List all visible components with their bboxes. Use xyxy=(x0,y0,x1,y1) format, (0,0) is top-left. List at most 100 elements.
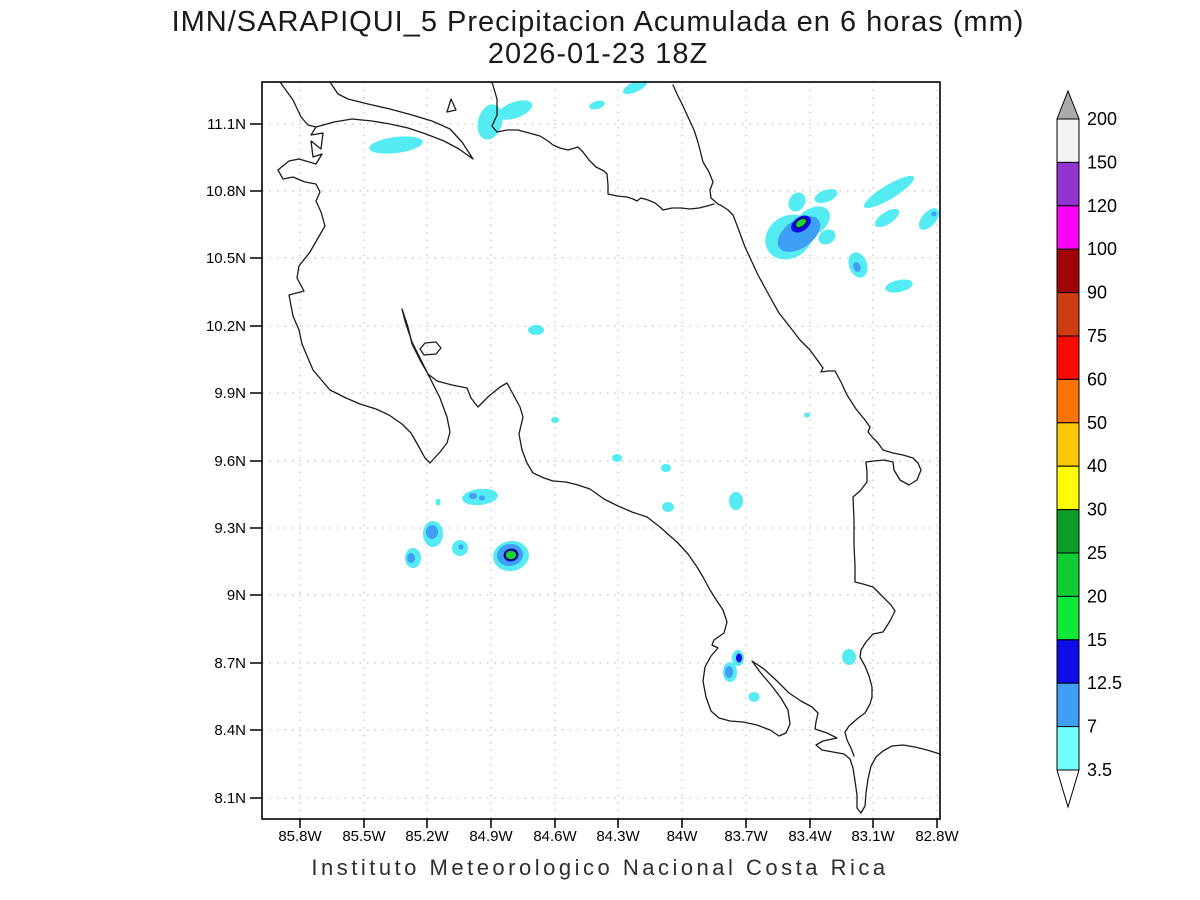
lat-tick-label: 10.5N xyxy=(206,250,246,267)
precip-cell xyxy=(551,417,559,423)
lon-tick-label: 83.7W xyxy=(724,828,768,845)
colorbar-swatch xyxy=(1056,292,1080,337)
colorbar-level-label: 40 xyxy=(1087,456,1107,476)
precip-cell xyxy=(804,412,810,418)
lon-tick-label: 84.9W xyxy=(469,828,513,845)
colorbar-swatch xyxy=(1056,422,1080,467)
coastline-north-caribbean-border xyxy=(491,81,715,211)
precip-cell xyxy=(612,454,622,462)
island-chira xyxy=(419,341,442,356)
coastline-layer xyxy=(277,81,941,814)
precip-cell xyxy=(818,229,836,245)
colorbar-level-label: 12.5 xyxy=(1087,673,1122,693)
lat-tick-label: 9.9N xyxy=(214,385,246,402)
lat-tick-label: 9.6N xyxy=(214,453,246,470)
colorbar-swatch xyxy=(1056,682,1080,728)
lat-tick-label: 11.1N xyxy=(207,116,246,133)
lat-tick-label: 8.1N xyxy=(214,790,246,807)
colorbar-level-label: 120 xyxy=(1087,196,1117,216)
lon-tick-label: 82.8W xyxy=(915,828,959,845)
chart-subtitle-datetime: 2026-01-23 18Z xyxy=(488,38,708,70)
colorbar-swatch xyxy=(1056,161,1080,207)
precip-cell xyxy=(777,216,821,252)
lon-tick-label: 85.8W xyxy=(278,828,322,845)
coastline-lake-nicaragua xyxy=(315,81,474,160)
lat-tick-label: 9.3N xyxy=(214,520,246,537)
colorbar-swatch xyxy=(1056,335,1080,380)
precip-cell xyxy=(842,649,856,665)
lat-tick-label: 9N xyxy=(227,587,246,604)
colorbar-level-label: 7 xyxy=(1087,717,1097,737)
colorbar-level-label: 60 xyxy=(1087,369,1107,389)
colorbar-level-label: 90 xyxy=(1087,283,1107,303)
island-ometepe xyxy=(446,98,457,113)
precip-cell xyxy=(736,653,742,663)
precip-cell xyxy=(931,211,937,217)
lat-tick-label: 10.8N xyxy=(206,183,246,200)
lon-tick-label: 84.6W xyxy=(533,828,577,845)
precip-cell xyxy=(863,175,915,209)
axis-labels: 85.8W 85.5W 85.2W 84.9W 84.6W 84.3W 84W 83.7W 83… xyxy=(206,116,960,845)
precip-cell xyxy=(662,502,674,512)
colorbar-level-label: 30 xyxy=(1087,500,1107,520)
colorbar-level-label: 20 xyxy=(1087,586,1107,606)
colorbar-swatch xyxy=(1056,205,1080,250)
colorbar-level-label: 25 xyxy=(1087,543,1107,563)
lon-tick-label: 84.3W xyxy=(596,828,640,845)
colorbar-swatch xyxy=(1056,118,1080,163)
graticule-grid xyxy=(262,82,940,819)
colorbar-swatch xyxy=(1056,248,1080,294)
colorbar-swatch xyxy=(1056,509,1080,554)
colorbar-level-label: 100 xyxy=(1087,239,1117,259)
precip-cell xyxy=(528,325,544,335)
precip-cell xyxy=(725,666,733,678)
colorbar-level-label: 75 xyxy=(1087,326,1107,346)
lon-tick-label: 83.4W xyxy=(788,828,832,845)
colorbar-swatch xyxy=(1056,726,1080,771)
colorbar-swatch xyxy=(1056,595,1080,641)
axis-ticks xyxy=(250,123,938,828)
precip-cell xyxy=(497,100,533,120)
precip-cell xyxy=(458,544,464,550)
precip-cell xyxy=(407,553,415,563)
precip-cell xyxy=(477,104,503,140)
map-frame xyxy=(261,81,941,820)
precip-cell xyxy=(504,549,518,561)
coastline-pacific xyxy=(277,81,941,814)
precip-cell xyxy=(369,136,423,154)
chart-title: IMN/SARAPIQUI_5 Precipitacion Acumulada … xyxy=(172,6,1025,38)
precip-cell xyxy=(853,262,861,272)
precip-cell xyxy=(885,279,913,293)
precip-cell xyxy=(729,492,743,510)
precip-cell xyxy=(874,208,900,228)
colorbar-level-label: 50 xyxy=(1087,413,1107,433)
precipitation-shading xyxy=(369,82,940,702)
lat-tick-label: 10.2N xyxy=(206,318,246,335)
lon-tick-label: 85.5W xyxy=(342,828,386,845)
precip-cell xyxy=(814,189,838,203)
precip-cell xyxy=(794,217,808,229)
colorbar-level-label: 150 xyxy=(1087,152,1117,172)
colorbar-level-label: 200 xyxy=(1087,109,1117,129)
coastline-caribbean xyxy=(672,84,922,757)
precip-cell xyxy=(623,82,647,95)
precip-cell xyxy=(918,208,940,230)
precip-cell xyxy=(589,100,605,110)
colorbar-legend: 200 150 120 100 90 75 60 50 40 30 25 20 15 12.5 7 3.5 xyxy=(1056,89,1122,809)
colorbar-level-label: 3.5 xyxy=(1087,760,1112,780)
precip-cell xyxy=(661,464,671,472)
colorbar-level-label: 15 xyxy=(1087,630,1107,650)
colorbar-under-arrow xyxy=(1056,769,1080,809)
precip-cell xyxy=(479,495,485,501)
lon-tick-label: 83.1W xyxy=(851,828,895,845)
institution-caption: Instituto Meteorologico Nacional Costa R… xyxy=(311,855,888,880)
lon-tick-label: 84W xyxy=(667,828,699,845)
colorbar-swatch xyxy=(1056,378,1080,424)
precip-cell xyxy=(788,192,806,212)
colorbar-over-arrow xyxy=(1056,89,1080,120)
colorbar-swatch xyxy=(1056,465,1080,511)
precip-cell xyxy=(748,692,760,702)
precip-cell xyxy=(435,498,441,506)
lon-tick-label: 85.2W xyxy=(405,828,449,845)
